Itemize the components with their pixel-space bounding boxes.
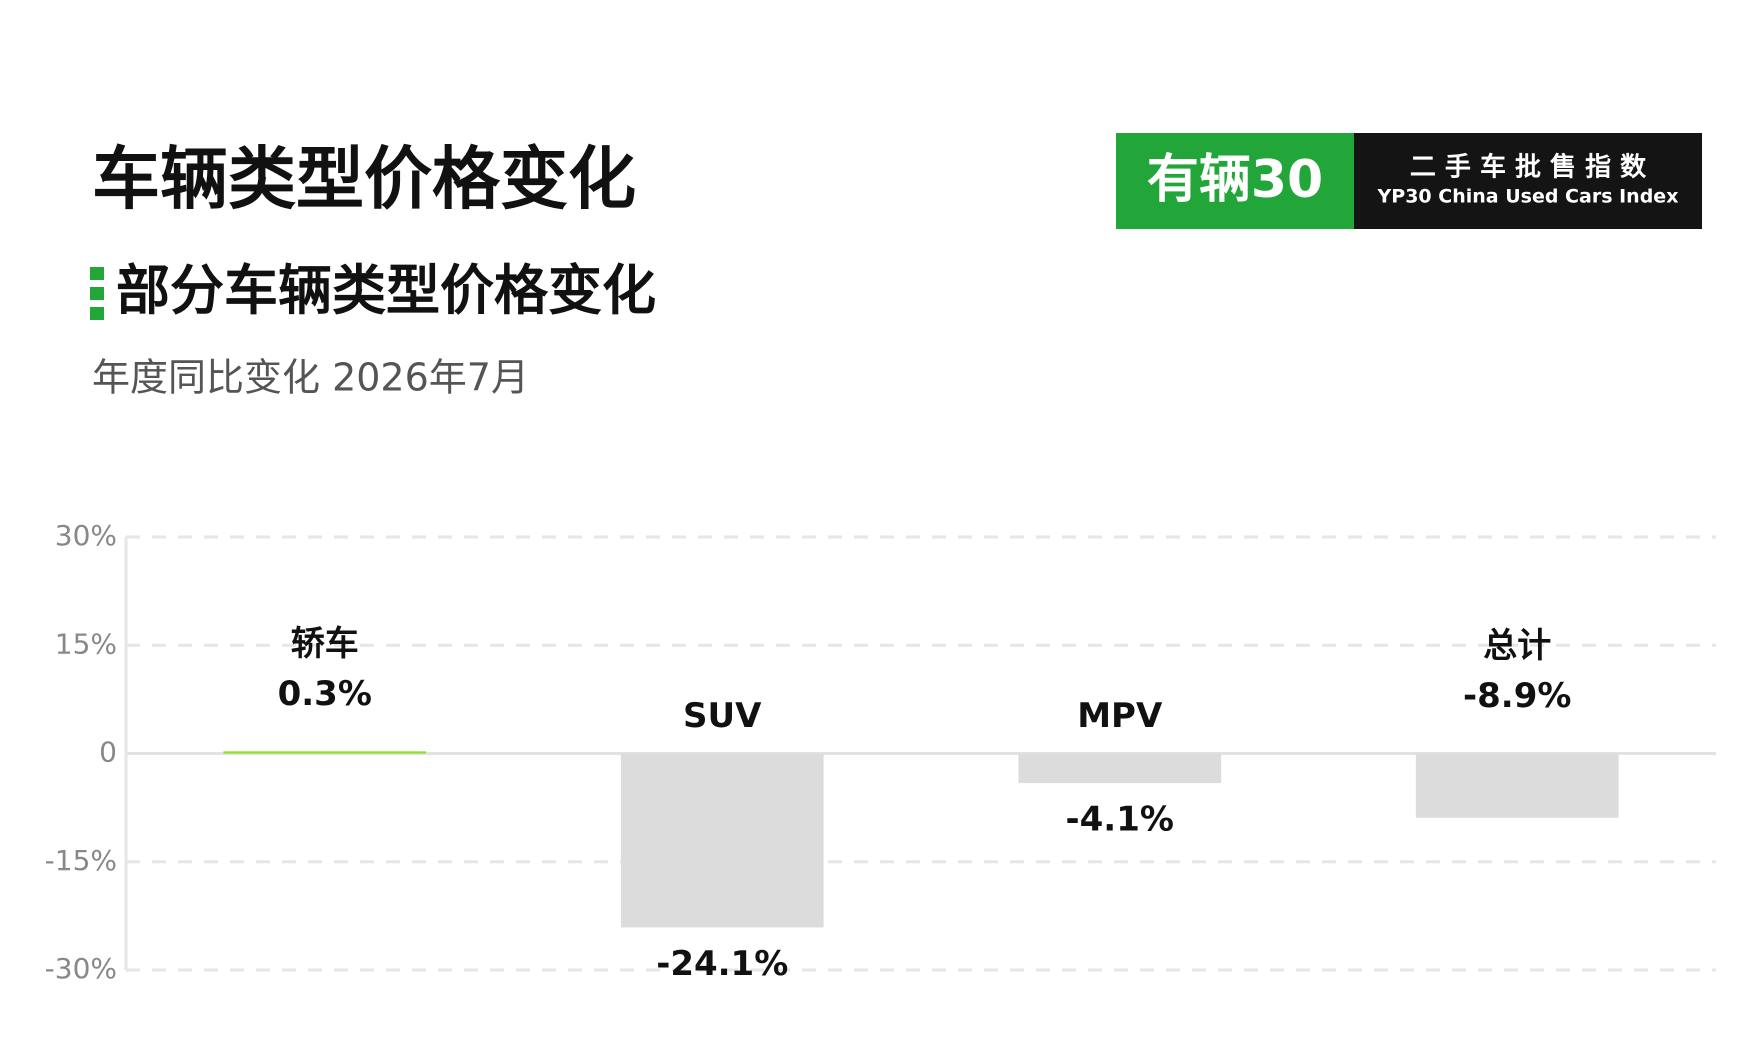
category-label: 轿车: [291, 624, 359, 664]
y-tick-label: 30%: [55, 519, 117, 552]
y-tick-label: -15%: [45, 844, 117, 877]
logo-tagline: YP30 China Used Cars Index: [1377, 186, 1679, 208]
category-label: MPV: [1077, 696, 1163, 736]
value-label: -4.1%: [1066, 800, 1174, 840]
chart-subtitle: 部分车辆类型价格变化: [116, 258, 656, 322]
category-label: 总计: [1483, 626, 1551, 666]
marker: [90, 267, 104, 280]
value-label: 0.3%: [278, 674, 372, 714]
chart-title: 车辆类型价格变化: [92, 140, 636, 220]
y-tick-label: 0: [99, 736, 117, 769]
marker: [90, 287, 104, 300]
logo-brand: 有辆30: [1147, 150, 1323, 210]
logo-name: 二 手 车 批 售 指 数: [1410, 152, 1647, 183]
category-label: SUV: [683, 696, 762, 736]
logo-green: [1116, 133, 1354, 229]
bar: [1018, 753, 1222, 784]
value-label: -24.1%: [656, 944, 788, 984]
bar: [620, 753, 824, 928]
marker: [90, 307, 104, 320]
logo-black: [1354, 133, 1702, 229]
bar: [1415, 753, 1619, 818]
value-label: -8.9%: [1463, 676, 1571, 716]
y-tick-label: 15%: [55, 627, 117, 660]
caption: 年度同比变化 2026年7月: [92, 356, 529, 400]
y-tick-label: -30%: [45, 952, 117, 985]
bar: [223, 751, 427, 754]
